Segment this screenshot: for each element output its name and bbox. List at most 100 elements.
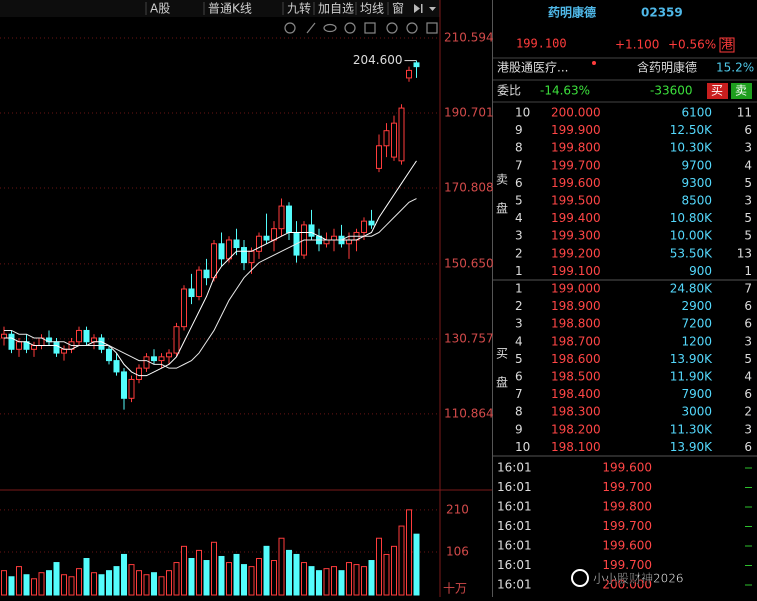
level-volume: 53.50K — [670, 246, 713, 260]
ratio-value: -14.63% — [540, 84, 590, 98]
level: 1 — [515, 264, 523, 278]
toolbar-item[interactable]: 均线 — [360, 2, 384, 16]
y-tick-label: 130.757 — [444, 331, 494, 345]
candle-body — [53, 341, 60, 354]
trade-button[interactable]: 买 — [711, 84, 723, 98]
side-label: 买 — [496, 347, 508, 361]
trade-price: 199.800 — [602, 500, 652, 514]
candle-body — [413, 62, 420, 68]
level-price: 198.700 — [551, 334, 601, 348]
volume-bar — [196, 549, 202, 596]
level-volume: 9700 — [681, 158, 712, 172]
level: 6 — [515, 176, 523, 190]
volume-bar — [368, 560, 375, 596]
volume-bar — [128, 564, 135, 596]
related-pct: 15.2% — [716, 61, 754, 75]
layout-icon[interactable] — [364, 22, 376, 34]
level-orders: 6 — [744, 440, 752, 454]
trade-time: 16:01 — [497, 461, 532, 475]
toolbar-item[interactable]: 加自选 — [318, 2, 354, 16]
toolbar-item[interactable]: 普通K线 — [208, 2, 252, 16]
candle-body — [128, 378, 135, 399]
volume-bar — [98, 574, 105, 596]
level-orders: 11 — [737, 106, 752, 120]
level-orders: 3 — [744, 422, 752, 436]
level: 5 — [515, 352, 523, 366]
level-price: 198.100 — [551, 440, 601, 454]
alert-dot — [592, 61, 596, 65]
settings-icon[interactable] — [284, 22, 296, 34]
trade-button[interactable]: 卖 — [735, 84, 747, 98]
level: 9 — [515, 123, 523, 137]
level-orders: 7 — [744, 282, 752, 296]
volume-bar — [286, 549, 292, 596]
level: 2 — [515, 299, 523, 313]
candle-body — [98, 337, 105, 350]
level: 5 — [515, 194, 523, 208]
level-price: 198.400 — [551, 387, 601, 401]
level: 7 — [515, 158, 523, 172]
level-volume: 12.50K — [670, 123, 713, 137]
candle-body — [196, 269, 202, 298]
volume-bar — [181, 545, 187, 596]
level: 3 — [515, 317, 523, 331]
candle-body — [218, 243, 225, 260]
trade-price: 199.700 — [602, 480, 652, 494]
market-badge: 港 — [721, 38, 733, 52]
candle-body — [323, 239, 330, 245]
level-orders: 13 — [737, 246, 752, 260]
level-orders: 3 — [744, 334, 752, 348]
volume-bar — [226, 562, 232, 596]
zoom-icon[interactable] — [344, 22, 356, 34]
minus-icon[interactable] — [386, 22, 398, 34]
candle-body — [233, 239, 240, 249]
level-orders: 5 — [744, 229, 752, 243]
level-price: 198.300 — [551, 405, 601, 419]
related-name: 含药明康德 — [637, 60, 697, 75]
toolbar-item[interactable]: 九转 — [287, 1, 311, 16]
level-price: 198.600 — [551, 352, 601, 366]
toolbar-item[interactable]: A股 — [150, 2, 170, 16]
candle-body — [383, 130, 390, 147]
level: 9 — [515, 422, 523, 436]
volume-bar — [173, 562, 180, 596]
level-orders: 6 — [744, 299, 752, 313]
volume-bar — [323, 568, 330, 596]
level-orders: 6 — [744, 317, 752, 331]
candle-body — [241, 247, 247, 264]
candle-body — [286, 205, 292, 233]
dropdown-icon[interactable] — [429, 7, 436, 11]
fullscreen-icon[interactable] — [426, 22, 438, 34]
candle-body — [226, 239, 232, 260]
draw-icon[interactable] — [306, 22, 316, 34]
volume-bar — [91, 572, 97, 596]
trade-price: 199.700 — [602, 558, 652, 572]
play-icon[interactable] — [414, 4, 420, 13]
volume-bar — [413, 533, 420, 596]
y-tick-label: 190.701 — [444, 105, 494, 119]
candle-body — [256, 235, 262, 252]
high-label: 204.600 — [353, 53, 403, 67]
y-tick-label: 106 — [446, 545, 469, 559]
plus-icon[interactable] — [406, 22, 418, 34]
ratio-label: 委比 — [497, 84, 521, 98]
level-volume: 10.30K — [670, 141, 713, 155]
level: 8 — [515, 405, 523, 419]
moving-average — [4, 160, 417, 377]
level-price: 198.900 — [551, 299, 601, 313]
level: 8 — [515, 141, 523, 155]
level-orders: 1 — [744, 264, 752, 278]
candle-body — [76, 329, 82, 343]
candle-body — [173, 326, 180, 354]
volume-bar — [248, 566, 255, 596]
volume-bar — [83, 558, 90, 596]
level-orders: 3 — [744, 194, 752, 208]
level-orders: 6 — [744, 387, 752, 401]
volume-bar — [136, 570, 142, 596]
level-price: 200.000 — [551, 106, 601, 120]
watermark-logo — [571, 569, 589, 587]
toolbar-item[interactable]: 窗 — [392, 2, 404, 16]
eye-icon[interactable] — [323, 23, 337, 33]
volume-bar — [113, 566, 120, 596]
level-orders: 5 — [744, 211, 752, 225]
